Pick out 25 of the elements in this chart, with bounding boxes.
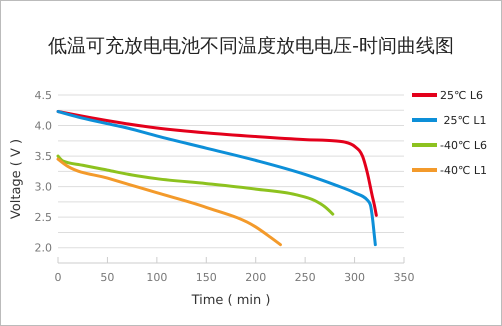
line-series bbox=[56, 154, 334, 216]
line-series bbox=[56, 110, 377, 246]
y-tick-label: 3.5 bbox=[34, 150, 52, 164]
line-series bbox=[56, 158, 282, 246]
x-tick-label: 250 bbox=[294, 271, 316, 284]
legend-label: -40℃ L6 bbox=[440, 139, 487, 152]
y-tick-label: 3.0 bbox=[34, 180, 52, 194]
x-tick-label: 150 bbox=[196, 271, 217, 284]
x-tick-label: 0 bbox=[54, 271, 62, 284]
chart-title: 低温可充放电电池不同温度放电电压-时间曲线图 bbox=[48, 35, 454, 57]
y-tick-label: 4.0 bbox=[34, 120, 52, 133]
x-tick-label: 350 bbox=[394, 271, 414, 284]
line-series bbox=[56, 110, 378, 217]
legend-label: -40℃ L1 bbox=[440, 164, 487, 177]
legend-label: 25℃ L1 bbox=[440, 114, 486, 127]
y-tick-label: 2.0 bbox=[34, 242, 52, 255]
x-tick-label: 50 bbox=[100, 271, 114, 284]
x-tick-label: 300 bbox=[344, 271, 366, 284]
y-tick-label: 2.5 bbox=[34, 211, 52, 224]
x-tick-label: 200 bbox=[245, 271, 266, 284]
legend-label: 25℃ L6 bbox=[440, 89, 483, 102]
y-axis-title: Voltage ( V ) bbox=[9, 138, 24, 220]
x-axis-title: Time ( min ) bbox=[190, 293, 270, 308]
y-tick-label: 4.5 bbox=[34, 89, 52, 102]
x-tick-label: 100 bbox=[146, 271, 168, 284]
